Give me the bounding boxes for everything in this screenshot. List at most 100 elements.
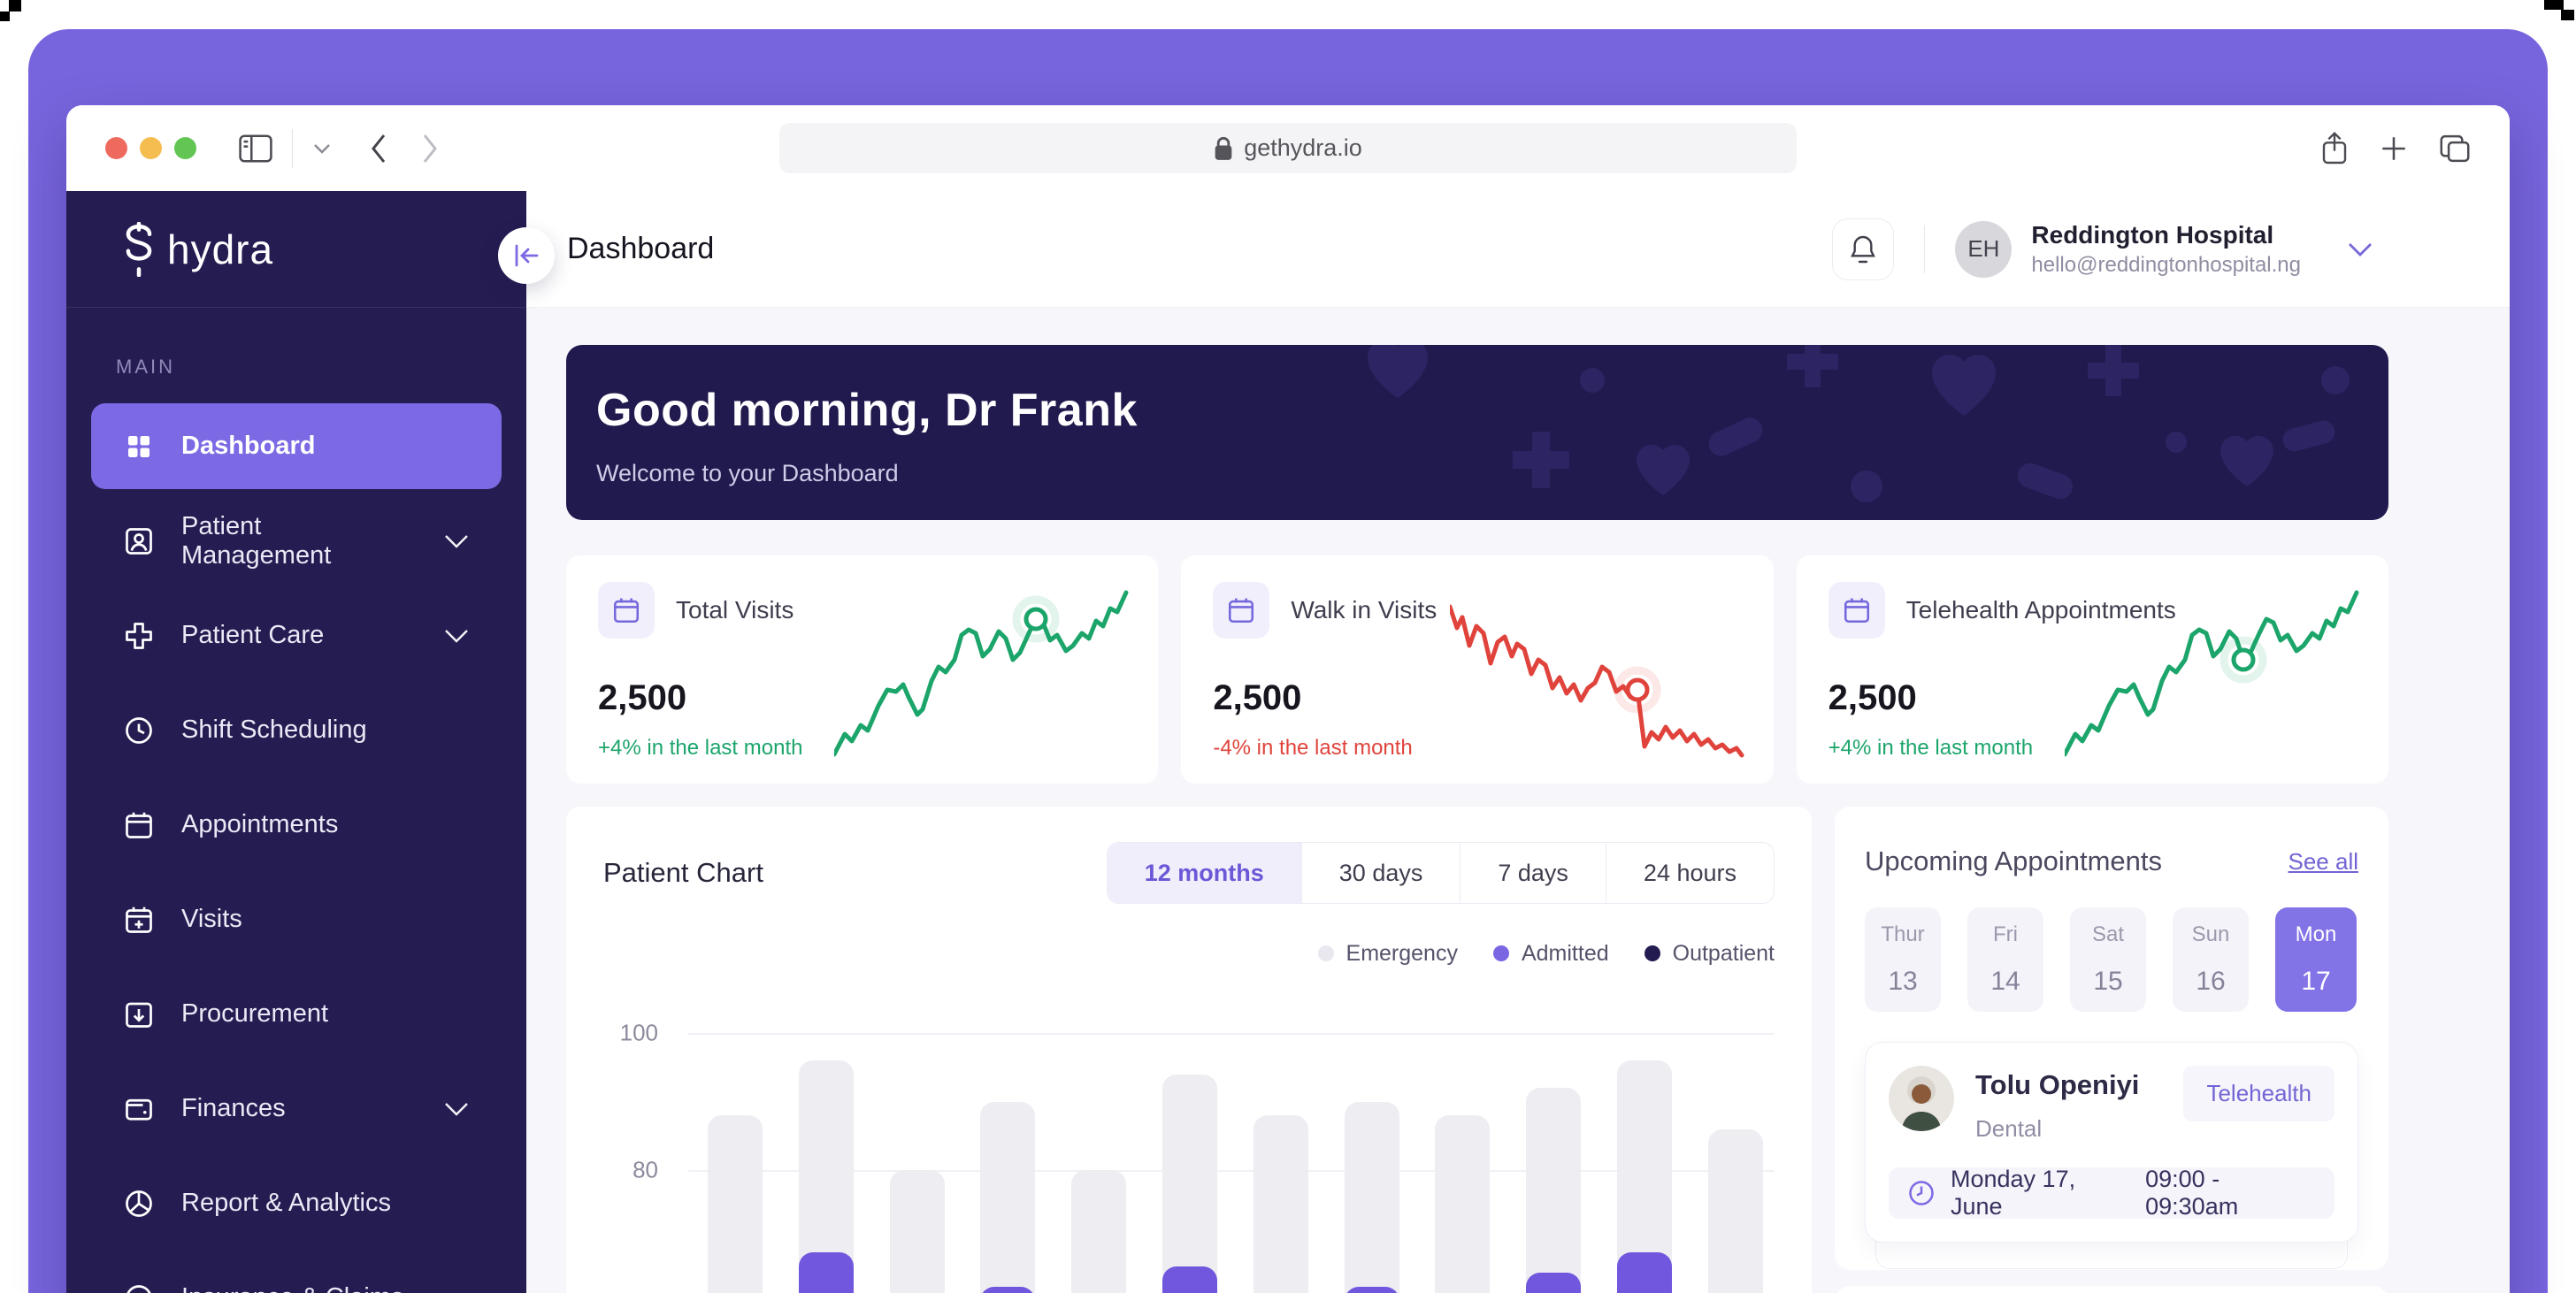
bar-emergency[interactable] [980,1101,1036,1293]
browser-chrome: gethydra.io [66,105,2510,191]
bar-emergency[interactable] [1162,1074,1217,1293]
sparkline-up [834,582,1135,769]
forward-button[interactable] [420,133,440,164]
minimize-window-button[interactable] [140,137,162,159]
share-icon[interactable] [2320,131,2349,166]
sidebar-item-patient-management[interactable]: Patient Management [91,498,502,584]
notifications-button[interactable] [1832,218,1895,280]
lock-icon [1214,136,1233,161]
gridline [688,1033,1775,1035]
tab-24-hours[interactable]: 24 hours [1605,843,1774,903]
date-pill-thur[interactable]: Thur 13 [1865,907,1941,1012]
sidebar-item-visits[interactable]: Visits [91,876,502,962]
legend-label: Emergency [1346,940,1458,966]
patient-chart-card: Patient Chart 12 months 30 days 7 days 24 h… [566,807,1812,1293]
chevron-down-icon[interactable] [312,142,332,155]
tab-12-months[interactable]: 12 months [1107,843,1301,903]
bar-admitted[interactable] [1162,1266,1217,1293]
legend-dot [1492,945,1509,961]
account-menu-chevron-icon[interactable] [2347,241,2373,257]
sidebar-item-report-analytics[interactable]: Report & Analytics [91,1160,502,1246]
date-pill-sat[interactable]: Sat 15 [2070,907,2146,1012]
sidebar-item-patient-care[interactable]: Patient Care [91,593,502,678]
bar-emergency[interactable] [1435,1115,1491,1293]
sidebar-item-finances[interactable]: Finances [91,1066,502,1151]
sidebar-item-dashboard[interactable]: Dashboard [91,403,502,489]
box-down-icon [123,998,155,1030]
sidebar-item-label: Patient Management [181,511,332,570]
clock-icon [1908,1180,1935,1206]
greeting-subtitle: Welcome to your Dashboard [596,460,899,486]
topbar: Dashboard EH [526,191,2510,308]
appointment-time: 09:00 - 09:30am [2145,1166,2239,1220]
crop-mark [2561,10,2574,20]
legend-label: Admitted [1521,940,1609,966]
date-label: 15 [2093,967,2123,996]
bar-admitted[interactable] [1344,1286,1399,1293]
app-logo[interactable]: hydra [66,191,526,308]
appointment-card[interactable]: Tolu Openiyi Dental Telehealth [1865,1042,2358,1243]
bar-admitted[interactable] [1526,1273,1582,1293]
stat-delta: +4% in the last month [1828,736,2034,760]
app-name: hydra [167,226,274,272]
tab-7-days[interactable]: 7 days [1460,843,1606,903]
legend-item-outpatient: Outpatient [1644,941,1775,967]
address-bar[interactable]: gethydra.io [779,123,1797,173]
sidebar-item-label: Finances [181,1094,286,1122]
see-all-link[interactable]: See all [2288,847,2359,875]
bar-emergency[interactable] [1071,1170,1127,1293]
greeting-banner: Good morning, Dr Frank Welcome to your D… [566,345,2388,520]
bar-emergency[interactable] [889,1170,945,1293]
bar-emergency[interactable] [708,1115,763,1293]
stat-value: 2,500 [1213,678,1302,717]
calendar-plus-icon [123,904,155,936]
date-pill-sun[interactable]: Sun 16 [2173,907,2249,1012]
bar-admitted[interactable] [798,1252,854,1293]
tab-30-days[interactable]: 30 days [1300,843,1460,903]
day-label: Sun [2191,922,2230,946]
day-label: Fri [1993,922,2018,946]
tabs-overview-icon[interactable] [2439,134,2471,164]
sparkline-up [2064,582,2365,769]
date-pill-mon[interactable]: Mon 17 [2275,907,2357,1012]
legend-item-admitted: Admitted [1492,940,1609,967]
bar-emergency[interactable] [1707,1129,1763,1293]
crop-mark [2544,0,2564,10]
greeting-text: Good morning, Dr Frank [596,385,1138,436]
day-label: Thur [1881,922,1925,946]
clock-icon [123,715,155,746]
browser-window: gethydra.io [66,105,2510,1293]
appointment-date: Monday 17, June [1951,1166,2076,1220]
sidebar-item-procurement[interactable]: Procurement [91,971,502,1057]
wallet-icon [123,1093,155,1125]
sidebar-item-insurance-claims[interactable]: Insurance & Claims [91,1255,502,1293]
zoom-window-button[interactable] [174,137,196,159]
sidebar-toggle-icon[interactable] [239,134,272,163]
sidebar-collapse-button[interactable] [498,227,555,284]
gridline [688,1170,1775,1172]
calendar-icon [123,809,155,841]
date-pill-fri[interactable]: Fri 14 [1967,907,2043,1012]
back-button[interactable] [369,133,388,164]
close-window-button[interactable] [105,137,127,159]
sidebar-item-label: Appointments [181,810,339,838]
account-avatar[interactable]: EH [1955,220,2012,278]
sidebar-item-appointments[interactable]: Appointments [91,782,502,868]
bar-emergency[interactable] [1526,1088,1582,1293]
bar-admitted[interactable] [1617,1252,1672,1293]
chart-legend: Emergency Admitted Outpatient [603,939,1775,968]
bar-admitted[interactable] [980,1286,1036,1293]
new-tab-icon[interactable] [2379,134,2409,164]
stat-delta: +4% in the last month [598,736,803,760]
stat-value: 2,500 [1828,678,1917,717]
hydra-logo-icon [116,221,162,277]
sidebar-item-shift-scheduling[interactable]: Shift Scheduling [91,687,502,773]
calendar-icon [598,582,655,639]
sparkline-down [1449,582,1751,769]
divider [292,128,293,168]
bar-emergency[interactable] [1344,1101,1399,1293]
stat-card-total-visits: Total Visits 2,500 +4% in the last month [566,555,1159,784]
bar-emergency[interactable] [1253,1115,1308,1293]
calendar-icon [1213,582,1270,639]
